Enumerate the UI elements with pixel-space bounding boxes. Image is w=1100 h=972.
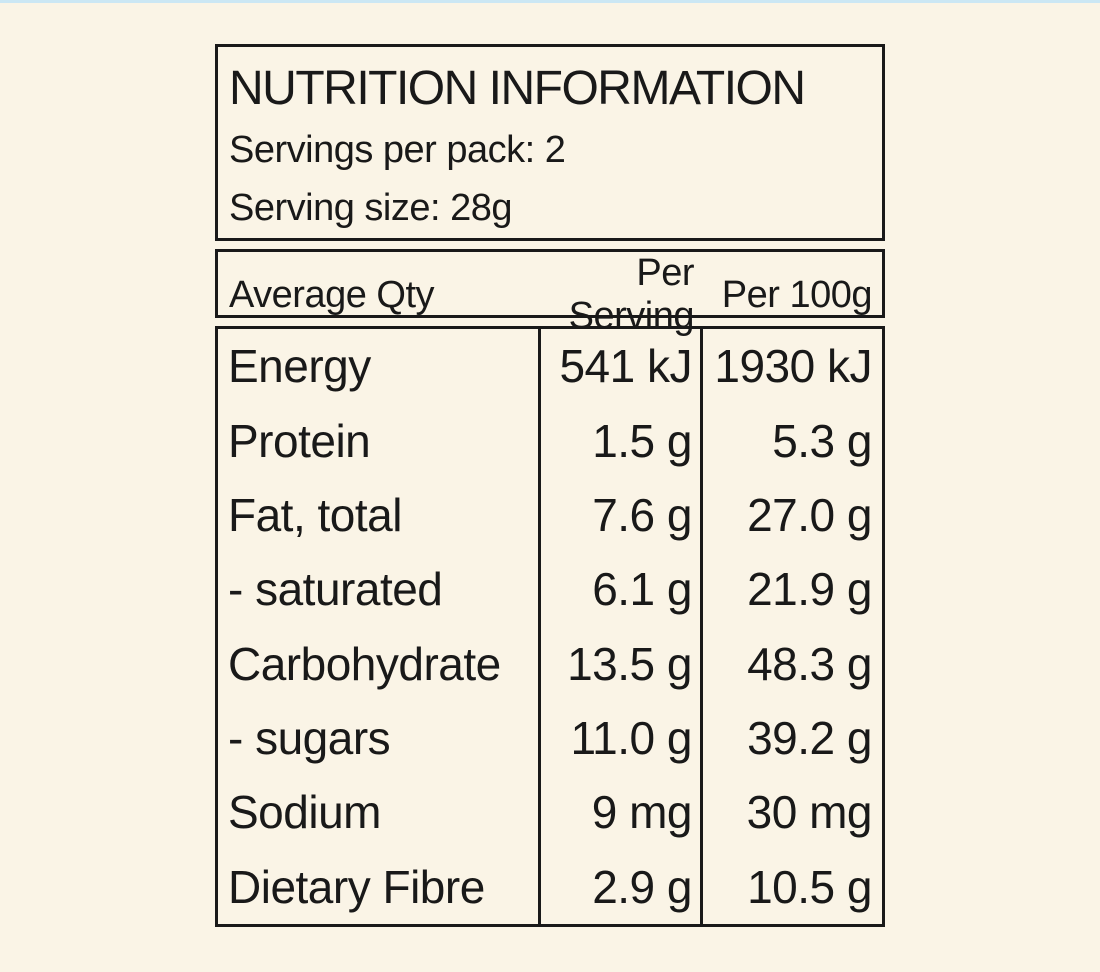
table-row-carbohydrate: Carbohydrate 13.5 g 48.3 g [218, 626, 882, 701]
column-header-average-qty: Average Qty [229, 273, 435, 316]
nutrient-table-box: Energy 541 kJ 1930 kJ Protein 1.5 g 5.3 … [215, 326, 885, 927]
nutrient-label: Fat, total [228, 488, 402, 541]
table-row-protein: Protein 1.5 g 5.3 g [218, 403, 882, 478]
per-100g-value: 30 mg [700, 775, 882, 850]
nutrition-header-box: NUTRITION INFORMATION Servings per pack:… [215, 44, 885, 241]
top-accent-strip [0, 0, 1100, 3]
panel-title: NUTRITION INFORMATION [229, 62, 806, 115]
nutrient-label: Dietary Fibre [228, 860, 485, 913]
column-header-per-serving: Per Serving [568, 252, 695, 337]
nutrient-label: - saturated [228, 563, 443, 616]
nutrient-label: Carbohydrate [228, 637, 501, 690]
per-100g-value: 5.3 g [700, 403, 882, 478]
nutrient-label: Sodium [228, 786, 381, 839]
per-100g-value: 39.2 g [700, 700, 882, 776]
servings-per-pack: Servings per pack: 2 [229, 129, 566, 171]
nutrient-label: Protein [228, 414, 371, 467]
serving-size: Serving size: 28g [229, 187, 513, 229]
table-row-sodium: Sodium 9 mg 30 mg [218, 775, 882, 850]
per-serving-value: 1.5 g [538, 403, 700, 478]
per-serving-value: 9 mg [538, 775, 700, 850]
per-100g-value: 21.9 g [700, 552, 882, 627]
nutrient-label: - sugars [228, 712, 391, 765]
table-row-fat-total: Fat, total 7.6 g 27.0 g [218, 477, 882, 553]
column-header-per-100g: Per 100g [721, 273, 873, 316]
nutrient-label: Energy [228, 340, 371, 393]
table-row-dietary-fibre: Dietary Fibre 2.9 g 10.5 g [218, 849, 882, 924]
per-serving-value: 11.0 g [538, 700, 700, 776]
per-serving-value: 2.9 g [538, 849, 700, 924]
per-serving-value: 541 kJ [538, 329, 700, 404]
per-100g-value: 10.5 g [700, 849, 882, 924]
column-header-box: Average Qty Per Serving Per 100g [215, 249, 885, 337]
table-row-energy: Energy 541 kJ 1930 kJ [218, 329, 882, 404]
table-row-sugars: - sugars 11.0 g 39.2 g [218, 700, 882, 776]
per-100g-value: 48.3 g [700, 626, 882, 701]
per-serving-value: 7.6 g [538, 477, 700, 553]
per-serving-value: 13.5 g [538, 626, 700, 701]
per-100g-value: 1930 kJ [700, 329, 882, 404]
per-serving-value: 6.1 g [538, 552, 700, 627]
table-row-saturated: - saturated 6.1 g 21.9 g [218, 552, 882, 627]
per-100g-value: 27.0 g [700, 477, 882, 553]
